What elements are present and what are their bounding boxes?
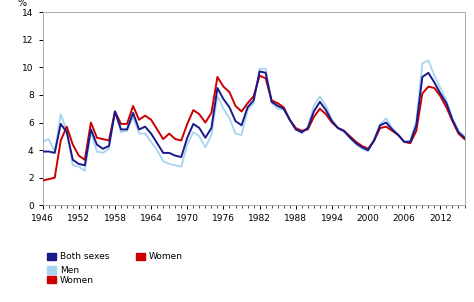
Text: %: % (18, 0, 27, 8)
Legend: Women: Women (47, 276, 94, 284)
